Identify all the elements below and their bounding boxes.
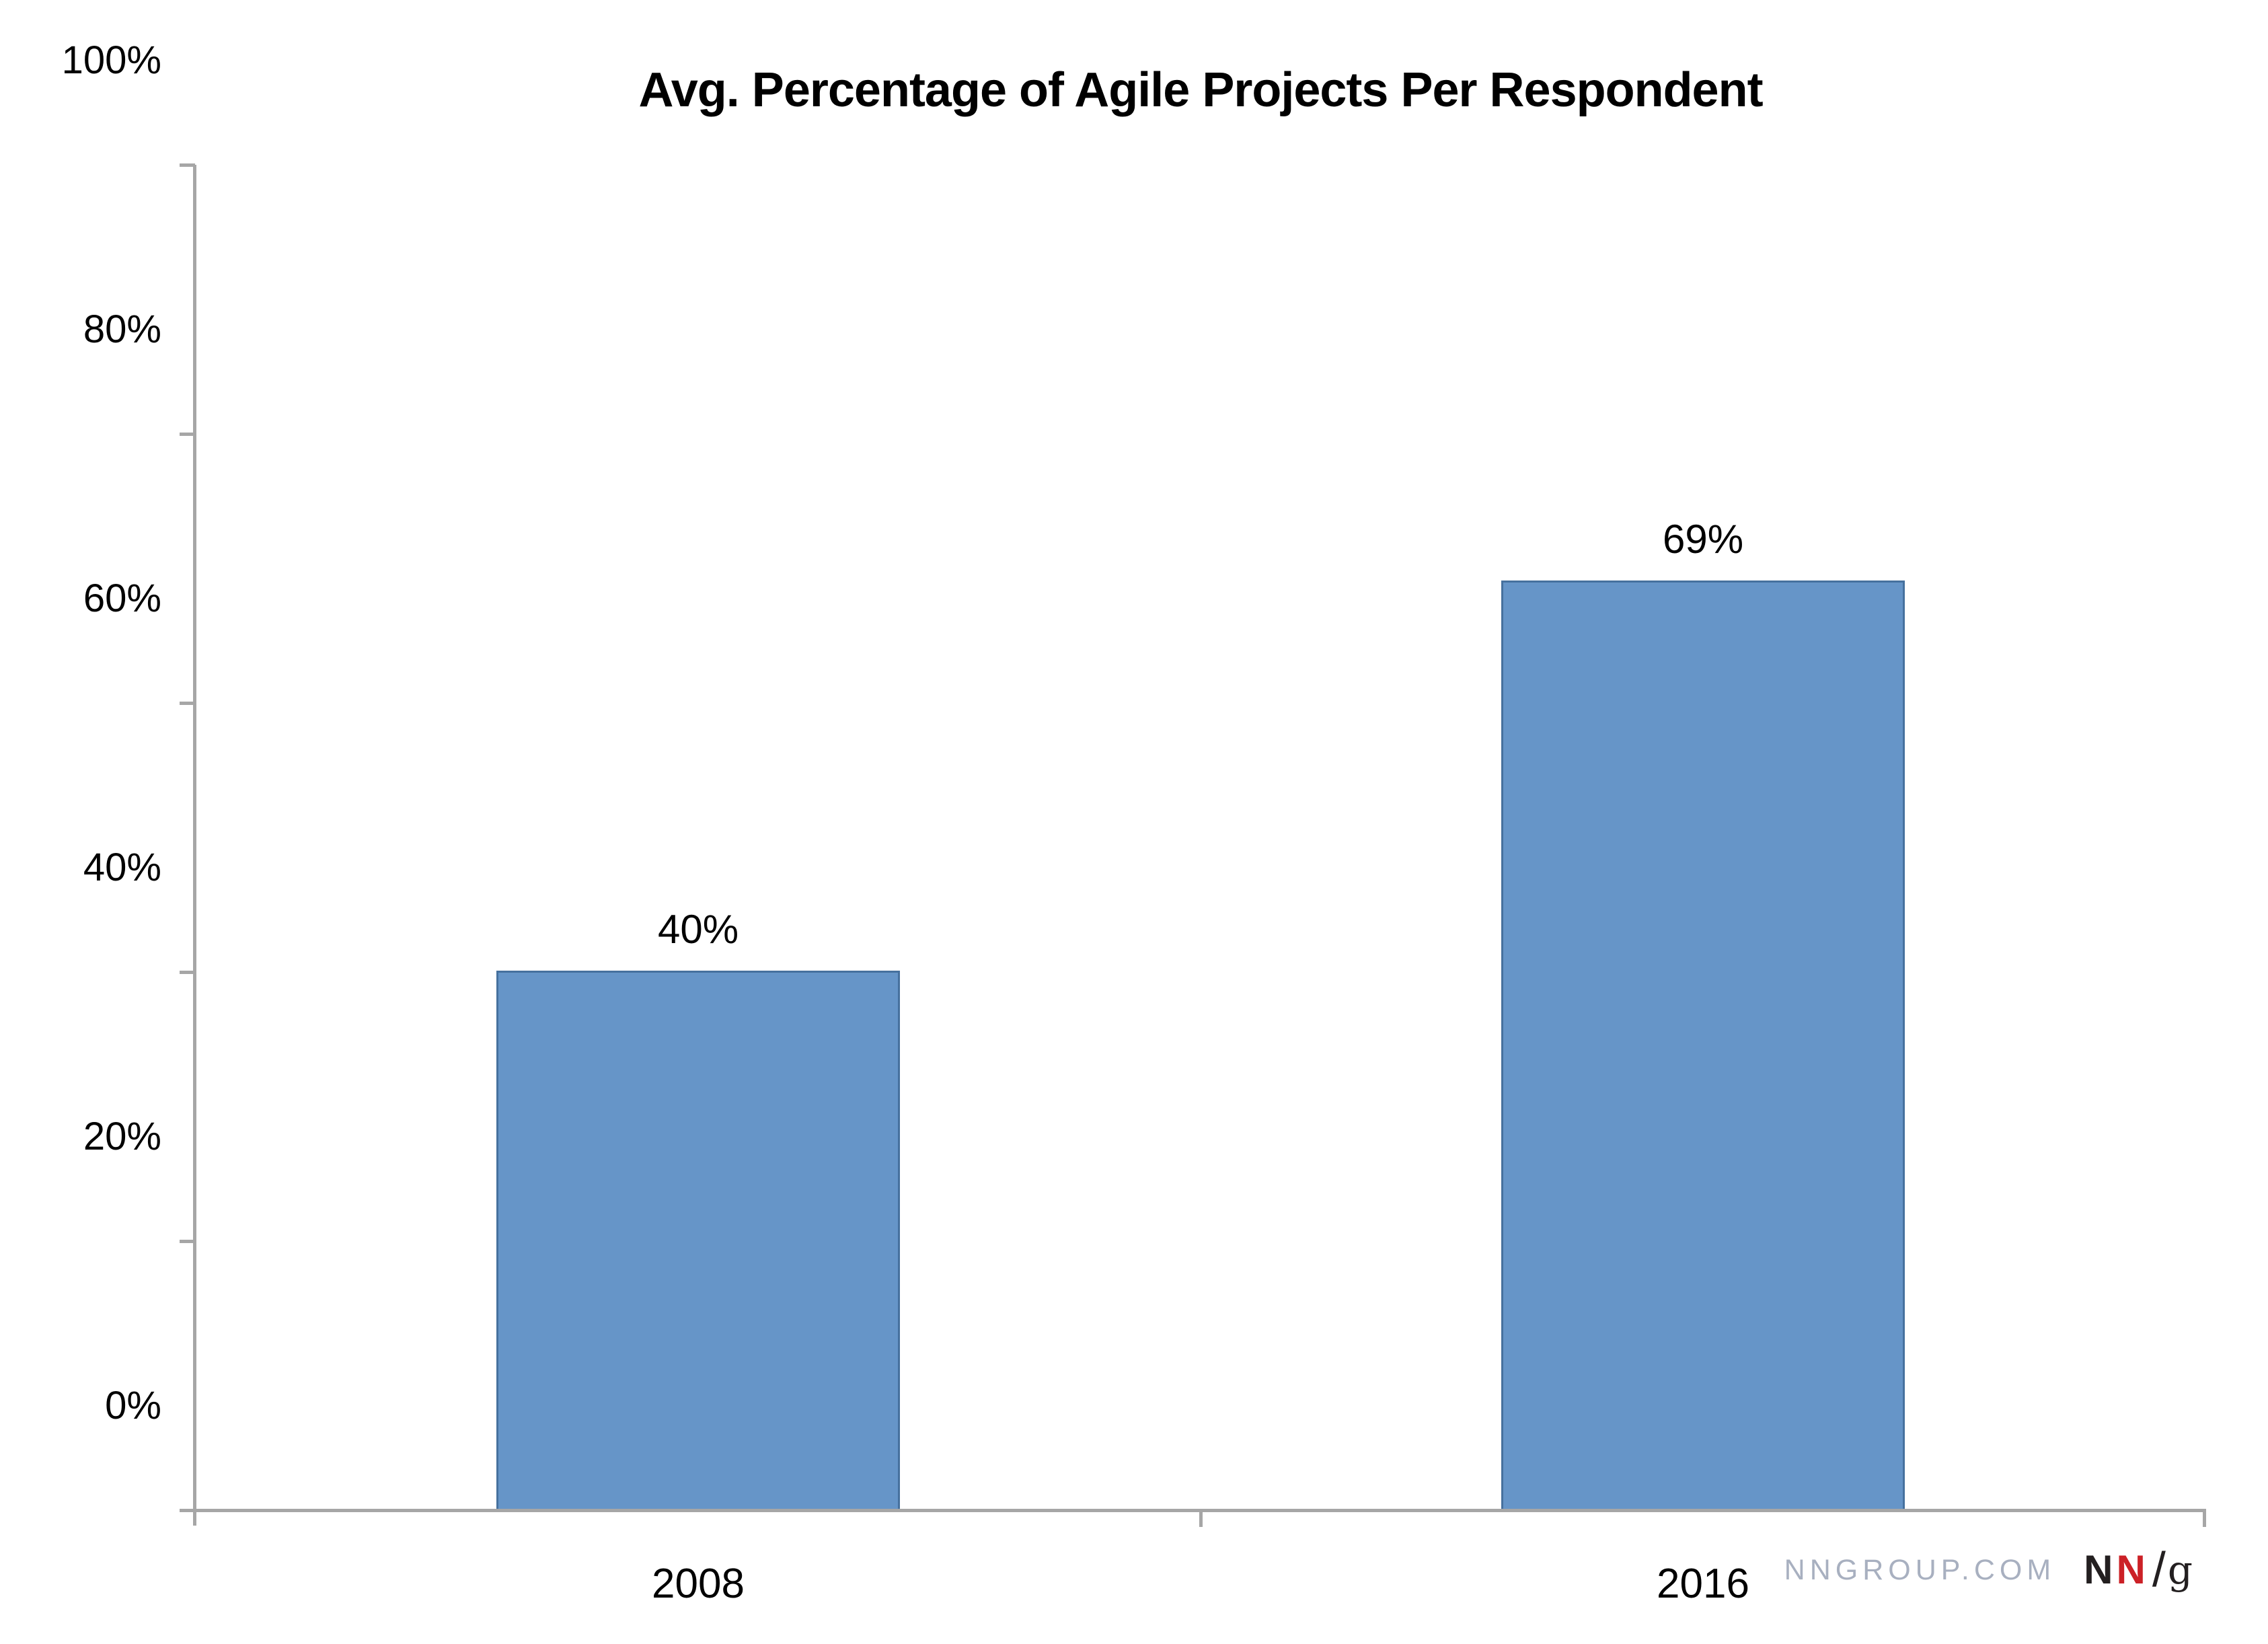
bar-2016-value-label: 69% [1662,517,1744,562]
y-axis-label-80: 80% [83,307,161,351]
y-axis-label-0: 0% [105,1384,161,1427]
y-axis-line [193,165,196,1526]
y-axis-label-100: 100% [61,38,161,82]
x-tick-right-end [2203,1512,2206,1527]
y-axis-label-40: 40% [83,846,161,889]
y-tick-100 [180,163,195,167]
x-tick-category-divider [1199,1512,1203,1527]
nng-logo: N N / g [2084,1543,2193,1597]
y-axis-label-20: 20% [83,1115,161,1158]
chart-title: Avg. Percentage of Agile Projects Per Re… [638,63,1763,117]
bar-2008-value-label: 40% [657,907,739,952]
y-tick-20 [180,1240,195,1243]
nng-logo-n-black: N [2084,1547,2113,1592]
y-tick-80 [180,433,195,436]
plot-area: 100% 80% 60% 40% 20% 0% 40% 69% 2008 201… [62,38,2206,1607]
nng-logo-slash: / [2152,1543,2166,1597]
y-tick-0 [180,1509,195,1512]
y-tick-60 [180,702,195,705]
y-tick-40 [180,971,195,974]
nng-logo-n-red: N [2116,1547,2146,1592]
nngroup-branding: NNGROUP.COM N N / g [1784,1546,2193,1594]
nngroup-website-text: NNGROUP.COM [1784,1553,2056,1586]
x-axis-label-2016: 2016 [1657,1561,1749,1607]
x-axis-line [180,1509,2206,1512]
x-axis-label-2008: 2008 [652,1561,745,1607]
bar-2008: 40% [496,907,900,1509]
y-axis-label-60: 60% [83,576,161,620]
bar-2016: 69% [1501,517,1905,1509]
nng-logo-g: g [2167,1547,2193,1593]
